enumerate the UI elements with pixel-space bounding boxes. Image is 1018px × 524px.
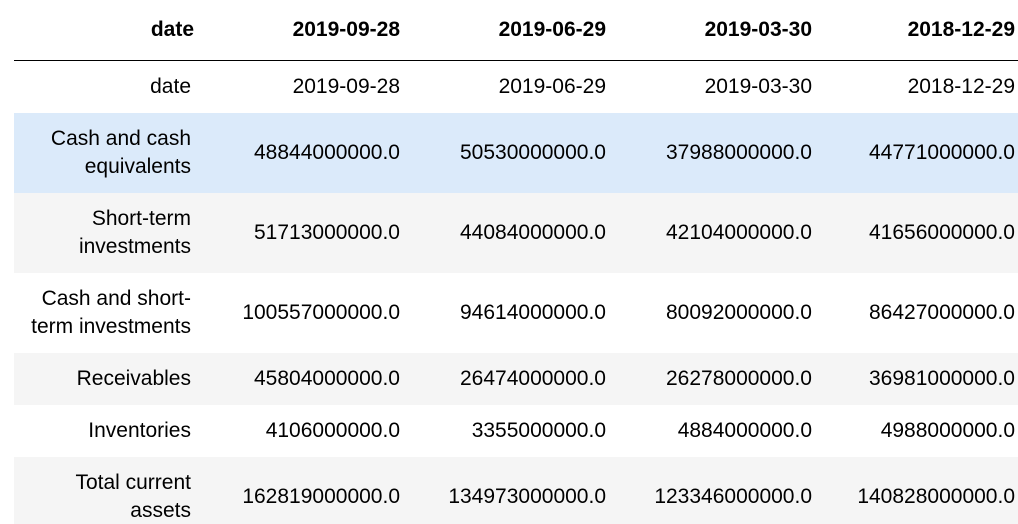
table-cell: 4106000000.0 [265, 419, 400, 442]
header-index: date [14, 0, 197, 61]
table-cell: 44771000000.0 [869, 141, 1015, 164]
table-cell: 123346000000.0 [654, 485, 812, 508]
table-cell: 42104000000.0 [666, 221, 812, 244]
table-cell: 100557000000.0 [242, 301, 400, 324]
header-col-2: 2019-06-29 [403, 0, 609, 61]
table-cell: 2019-03-30 [704, 75, 812, 98]
row-label: Cash and cash equivalents [50, 127, 191, 178]
table-cell: 80092000000.0 [666, 301, 812, 324]
header-row: date 2019-09-28 2019-06-29 2019-03-30 20… [14, 0, 1018, 61]
table-cell: 45804000000.0 [254, 367, 400, 390]
row-label: Cash and short-term investments [31, 287, 191, 338]
table-row: Receivables 45804000000.0 26474000000.0 … [14, 353, 1018, 405]
table-header: date 2019-09-28 2019-06-29 2019-03-30 20… [14, 0, 1018, 61]
table-cell: 44084000000.0 [460, 221, 606, 244]
table-cell: 51713000000.0 [254, 221, 400, 244]
table-row: Cash and short-term investments 10055700… [14, 273, 1018, 353]
header-col-3: 2019-03-30 [609, 0, 815, 61]
table-cell: 162819000000.0 [242, 485, 400, 508]
header-col-4: 2018-12-29 [815, 0, 1018, 61]
header-col-1: 2019-09-28 [197, 0, 403, 61]
table-cell: 2018-12-29 [907, 75, 1015, 98]
table-cell: 48844000000.0 [254, 141, 400, 164]
table-cell: 36981000000.0 [869, 367, 1015, 390]
table-row: Cash and cash equivalents 48844000000.0 … [14, 113, 1018, 193]
table-cell: 134973000000.0 [448, 485, 606, 508]
row-label: Receivables [76, 367, 191, 390]
table-row: date 2019-09-28 2019-06-29 2019-03-30 20… [14, 60, 1018, 113]
table-cell: 140828000000.0 [857, 485, 1015, 508]
table-row: Inventories 4106000000.0 3355000000.0 48… [14, 405, 1018, 457]
row-label: Short-term investments [78, 207, 191, 258]
table-cell: 3355000000.0 [471, 419, 606, 442]
table-cell: 2019-06-29 [498, 75, 606, 98]
table-cell: 41656000000.0 [869, 221, 1015, 244]
table-row: Short-term investments 51713000000.0 440… [14, 193, 1018, 273]
table-row: Total current assets 162819000000.0 1349… [14, 457, 1018, 524]
table-cell: 4884000000.0 [677, 419, 812, 442]
table-cell: 86427000000.0 [869, 301, 1015, 324]
table-body: date 2019-09-28 2019-06-29 2019-03-30 20… [14, 60, 1018, 524]
table-cell: 50530000000.0 [460, 141, 606, 164]
row-label: Total current assets [75, 471, 191, 522]
table-cell: 2019-09-28 [292, 75, 400, 98]
table-cell: 94614000000.0 [460, 301, 606, 324]
table-cell: 26474000000.0 [460, 367, 606, 390]
table-cell: 37988000000.0 [666, 141, 812, 164]
balance-sheet-table: date 2019-09-28 2019-06-29 2019-03-30 20… [14, 0, 1018, 524]
table-cell: 4988000000.0 [880, 419, 1015, 442]
table-cell: 26278000000.0 [666, 367, 812, 390]
row-label: date [150, 75, 191, 98]
dataframe-output: date 2019-09-28 2019-06-29 2019-03-30 20… [14, 0, 1018, 524]
row-label: Inventories [88, 419, 191, 442]
